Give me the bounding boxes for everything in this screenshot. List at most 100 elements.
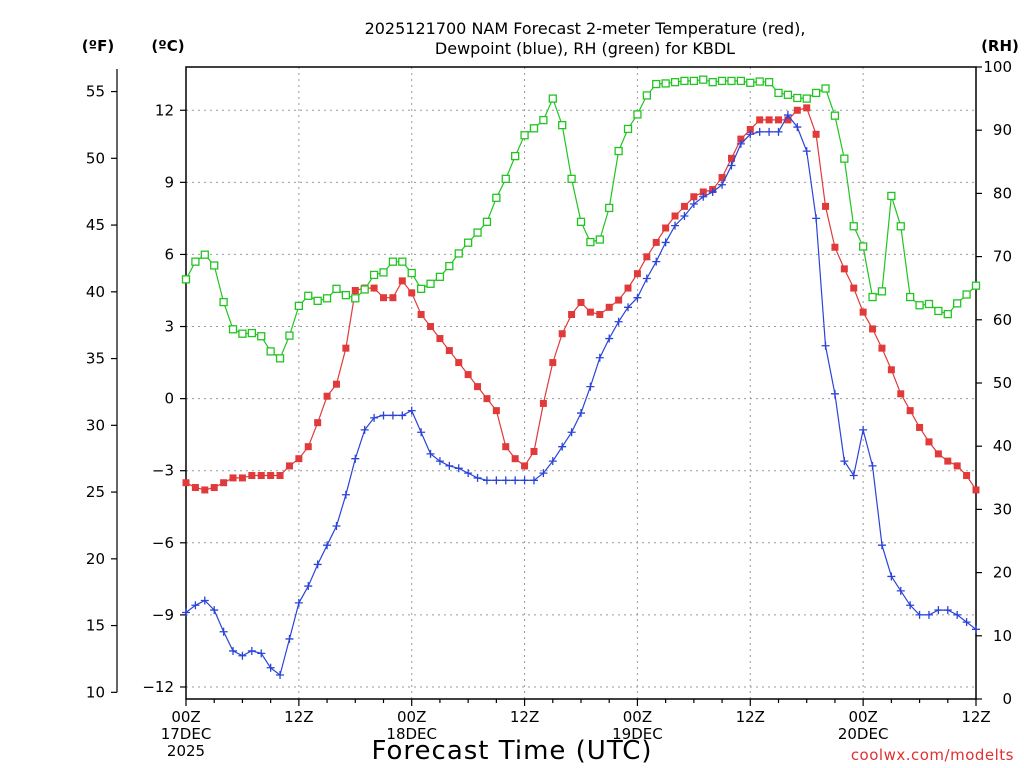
rh-point <box>849 222 858 231</box>
temperature-point <box>521 462 529 470</box>
rh-point <box>746 78 755 87</box>
rh-point <box>567 174 576 184</box>
dewpoint-point <box>351 454 360 463</box>
date-tick-label: 20DEC <box>838 725 889 743</box>
fahrenheit-tick-label: 15 <box>86 617 105 635</box>
rh-point <box>943 309 952 319</box>
dewpoint-point <box>454 464 463 473</box>
chart-title-line1: 2025121700 NAM Forecast 2-meter Temperat… <box>365 19 806 38</box>
rh-point <box>623 124 633 134</box>
temperature-point <box>220 479 228 487</box>
rh-tick-label: 20 <box>993 564 1012 582</box>
temperature-point <box>539 399 547 407</box>
fahrenheit-unit-label: (ºF) <box>82 37 114 55</box>
temperature-point <box>887 366 895 374</box>
temperature-point <box>718 174 726 182</box>
rh-tick-label: 40 <box>993 437 1012 455</box>
dewpoint-point <box>859 425 868 434</box>
temperature-point <box>323 392 331 400</box>
time-tick-label: 00Z <box>623 708 652 726</box>
temperature-point <box>869 325 877 333</box>
series-line <box>185 114 977 677</box>
temperature-point <box>201 486 209 494</box>
rh-point <box>924 299 934 309</box>
dewpoint-point <box>548 457 557 466</box>
celsius-tick-label: −12 <box>142 678 174 696</box>
dewpoint-point <box>934 606 943 615</box>
rh-point <box>727 76 736 86</box>
dewpoint-point <box>482 476 491 485</box>
fahrenheit-tick-label: 20 <box>86 550 105 568</box>
temperature-point <box>906 407 914 415</box>
dewpoint-point <box>783 111 792 120</box>
rh-point <box>614 146 623 156</box>
temperature-point <box>229 474 237 482</box>
dewpoint-point <box>398 411 407 420</box>
rh-point <box>840 154 849 163</box>
celsius-tick-label: 9 <box>164 173 174 191</box>
rh-point <box>868 292 877 302</box>
dewpoint-point <box>840 457 849 466</box>
dewpoint-point <box>614 317 623 326</box>
rh-point <box>398 257 407 266</box>
rh-point <box>388 257 398 266</box>
rh-point <box>661 79 670 88</box>
temperature-point <box>840 265 848 273</box>
rh-point <box>482 217 492 226</box>
temperature-point <box>210 484 218 492</box>
dewpoint-point <box>624 303 633 312</box>
temperature-point <box>408 289 416 297</box>
gridlines <box>186 67 976 699</box>
dewpoint-point <box>943 606 952 615</box>
temperature-point <box>267 472 275 480</box>
dewpoint-point <box>915 610 924 619</box>
rh-point <box>369 270 379 280</box>
temperature-point <box>342 344 350 352</box>
temperature-point <box>831 243 839 251</box>
temperature-point <box>850 284 858 292</box>
rh-point <box>774 88 783 98</box>
rh-point <box>322 294 332 303</box>
time-tick-label: 12Z <box>510 708 539 726</box>
dewpoint-point <box>689 199 698 208</box>
rh-point <box>689 76 699 86</box>
fahrenheit-tick-label: 30 <box>86 416 105 434</box>
dewpoint-point <box>774 127 783 136</box>
temperature-point <box>370 284 378 292</box>
rh-point <box>887 191 896 201</box>
dewpoint-point <box>680 211 689 220</box>
rh-point <box>595 235 604 244</box>
series-2-meter-temperature <box>182 104 980 494</box>
rh-point <box>501 174 510 184</box>
rh-point <box>219 297 228 307</box>
rh-point <box>906 292 915 302</box>
rh-unit-label: (RH) <box>981 37 1019 55</box>
rh-point <box>379 268 388 277</box>
fahrenheit-tick-label: 55 <box>86 83 105 101</box>
fahrenheit-tick-label: 35 <box>86 350 105 368</box>
time-tick-label: 00Z <box>397 708 426 726</box>
rh-point <box>962 290 971 299</box>
rh-point <box>304 291 313 300</box>
credit-text: coolwx.com/modelts <box>851 746 1014 764</box>
rh-point <box>642 91 651 100</box>
rh-point <box>708 78 717 87</box>
rh-tick-label: 70 <box>993 248 1012 266</box>
dewpoint-point <box>285 634 294 643</box>
rh-point <box>285 331 294 340</box>
dewpoint-point <box>501 476 510 485</box>
celsius-tick-label: 0 <box>164 390 174 408</box>
dewpoint-point <box>558 442 567 451</box>
dewpoint-point <box>586 382 595 391</box>
dewpoint-point <box>379 411 388 420</box>
temperature-point <box>285 462 293 470</box>
rh-point <box>191 257 200 266</box>
rh-point <box>670 78 680 87</box>
temperature-point <box>643 253 651 261</box>
time-tick-label: 12Z <box>284 708 313 726</box>
celsius-tick-label: 6 <box>164 245 174 263</box>
dewpoint-point <box>577 409 585 418</box>
temperature-point <box>633 270 641 278</box>
